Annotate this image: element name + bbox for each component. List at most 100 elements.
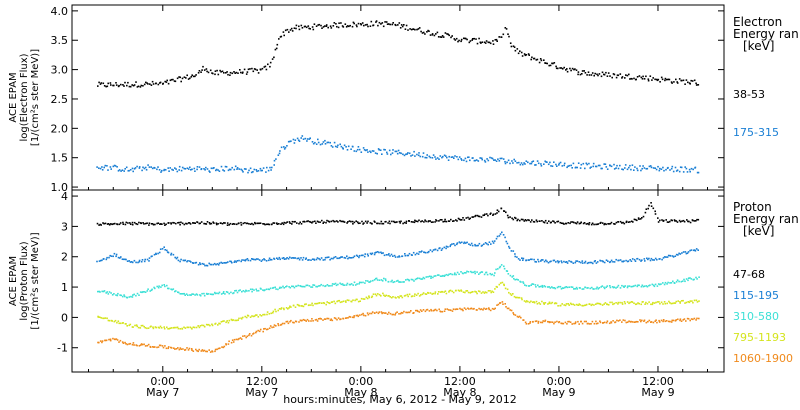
data-point bbox=[449, 244, 452, 246]
data-point bbox=[378, 293, 381, 296]
data-point bbox=[307, 259, 309, 261]
data-point bbox=[339, 219, 341, 222]
data-point bbox=[132, 84, 135, 87]
data-point bbox=[273, 159, 276, 162]
data-point bbox=[330, 27, 333, 29]
data-point bbox=[246, 222, 249, 225]
data-point bbox=[197, 325, 199, 327]
data-point bbox=[337, 221, 339, 223]
data-point bbox=[115, 253, 118, 256]
data-point bbox=[384, 149, 386, 151]
data-point bbox=[310, 259, 312, 261]
data-point bbox=[416, 252, 418, 255]
data-point bbox=[426, 308, 429, 311]
data-point bbox=[478, 242, 481, 245]
data-point bbox=[371, 223, 373, 225]
data-point bbox=[163, 222, 165, 225]
data-point bbox=[327, 26, 329, 29]
data-point bbox=[104, 222, 107, 225]
data-point bbox=[587, 222, 589, 225]
data-point bbox=[426, 31, 428, 33]
data-point bbox=[99, 259, 102, 262]
data-point bbox=[282, 285, 284, 288]
data-point bbox=[601, 222, 604, 224]
data-point bbox=[450, 156, 453, 158]
data-point bbox=[298, 305, 300, 307]
data-point bbox=[262, 289, 264, 291]
data-point bbox=[491, 273, 494, 276]
data-point bbox=[536, 58, 539, 61]
data-point bbox=[408, 220, 410, 222]
data-point bbox=[679, 166, 682, 168]
data-point bbox=[173, 347, 175, 349]
data-point bbox=[485, 40, 488, 42]
data-point bbox=[547, 303, 549, 305]
data-point bbox=[656, 258, 658, 261]
data-point bbox=[569, 302, 572, 305]
data-point bbox=[169, 167, 171, 169]
y-tick-label: 1.0 bbox=[51, 181, 69, 194]
data-point bbox=[298, 25, 300, 28]
data-point bbox=[403, 24, 405, 26]
data-point bbox=[685, 79, 688, 81]
data-point bbox=[506, 214, 509, 217]
data-point bbox=[490, 291, 492, 294]
legend-title: Energy ran bbox=[733, 27, 799, 41]
data-point bbox=[546, 222, 549, 224]
data-point bbox=[612, 261, 614, 263]
data-point bbox=[120, 170, 122, 172]
data-point bbox=[512, 45, 515, 47]
data-point bbox=[268, 327, 271, 329]
data-point bbox=[163, 327, 166, 330]
data-point bbox=[540, 321, 542, 324]
data-point bbox=[247, 315, 250, 317]
data-point bbox=[501, 157, 503, 160]
data-point bbox=[240, 260, 242, 263]
data-point bbox=[268, 313, 271, 315]
data-point bbox=[362, 312, 364, 315]
data-point bbox=[328, 221, 331, 223]
data-point bbox=[516, 278, 518, 281]
data-point bbox=[187, 168, 190, 170]
data-point bbox=[611, 76, 613, 79]
data-point bbox=[528, 219, 530, 222]
data-point bbox=[381, 222, 383, 225]
data-point bbox=[215, 263, 217, 266]
data-point bbox=[176, 256, 179, 259]
data-point bbox=[494, 159, 496, 161]
data-point bbox=[306, 138, 309, 140]
data-point bbox=[378, 279, 381, 281]
data-point bbox=[114, 165, 117, 167]
data-point bbox=[205, 166, 207, 169]
data-point bbox=[667, 78, 670, 81]
data-point bbox=[300, 137, 302, 139]
data-point bbox=[558, 164, 560, 166]
data-point bbox=[293, 286, 296, 289]
data-point bbox=[143, 343, 145, 346]
data-point bbox=[421, 310, 423, 312]
data-point bbox=[324, 143, 327, 145]
data-point bbox=[696, 301, 699, 303]
data-point bbox=[189, 260, 191, 262]
data-point bbox=[233, 261, 236, 263]
data-point bbox=[640, 285, 643, 288]
data-point bbox=[641, 78, 644, 80]
data-point bbox=[105, 292, 107, 294]
data-point bbox=[294, 220, 296, 223]
data-point bbox=[456, 271, 459, 274]
data-point bbox=[674, 320, 677, 322]
data-point bbox=[508, 35, 510, 38]
data-point bbox=[152, 327, 155, 330]
data-point bbox=[374, 221, 376, 223]
data-point bbox=[698, 317, 700, 320]
data-point bbox=[658, 319, 660, 322]
data-point bbox=[314, 220, 316, 223]
data-point bbox=[118, 223, 121, 226]
data-point bbox=[664, 79, 666, 82]
data-point bbox=[527, 300, 529, 303]
data-point bbox=[317, 221, 320, 223]
data-point bbox=[576, 166, 578, 169]
data-point bbox=[625, 74, 627, 76]
data-point bbox=[137, 326, 140, 329]
data-point bbox=[311, 318, 313, 320]
